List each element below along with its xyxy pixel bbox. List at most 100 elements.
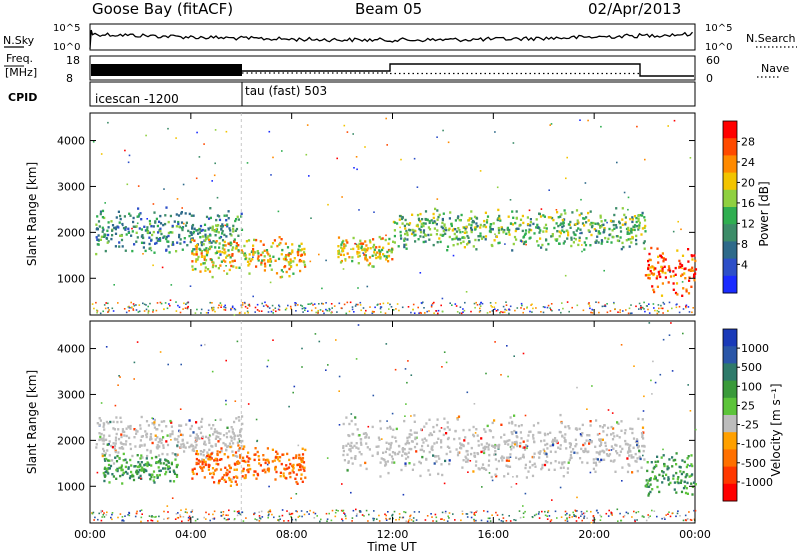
echo-cell <box>125 427 128 430</box>
echo-cell <box>413 431 416 434</box>
echo-cell <box>201 467 204 470</box>
echo-cell <box>308 513 310 515</box>
echo-cell <box>114 442 117 445</box>
echo-cell <box>583 517 585 519</box>
echo-cell <box>530 304 532 306</box>
echo-cell <box>404 218 407 222</box>
echo-cell <box>673 488 676 491</box>
echo-cell <box>532 433 535 437</box>
echo-cell <box>656 310 659 312</box>
echo-cell <box>483 428 486 431</box>
echo-cell <box>444 510 447 513</box>
echo-cell <box>223 308 225 311</box>
echo-cell <box>235 417 238 420</box>
echo-cell <box>569 226 572 229</box>
echo-cell <box>438 213 441 217</box>
echo-cell <box>477 235 480 238</box>
echo-cell <box>107 472 110 475</box>
echo-cell <box>401 216 404 219</box>
echo-cell <box>247 403 250 405</box>
echo-cell <box>688 475 691 478</box>
echo-cell <box>100 153 103 155</box>
echo-cell <box>522 516 525 518</box>
echo-cell <box>602 231 605 234</box>
echo-cell <box>678 305 681 308</box>
echo-cell <box>541 243 544 247</box>
echo-cell <box>272 312 274 314</box>
echo-cell <box>219 264 222 267</box>
echo-cell <box>100 432 103 436</box>
echo-cell <box>159 301 162 304</box>
echo-cell <box>301 307 304 310</box>
echo-cell <box>550 519 553 521</box>
echo-cell <box>473 512 476 514</box>
echo-cell <box>101 226 104 229</box>
echo-cell <box>549 461 553 465</box>
echo-cell <box>195 472 198 476</box>
echo-cell <box>619 512 621 515</box>
echo-cell <box>258 462 261 465</box>
echo-cell <box>406 439 409 442</box>
echo-cell <box>336 311 338 313</box>
echo-cell <box>625 309 627 311</box>
echo-cell <box>669 275 673 278</box>
echo-cell <box>491 421 494 425</box>
echo-cell <box>538 456 541 459</box>
echo-cell <box>598 432 601 435</box>
echo-cell <box>106 467 109 471</box>
colorbar-swatch <box>723 138 737 156</box>
echo-cell <box>531 455 534 459</box>
echo-cell <box>398 218 401 221</box>
echo-cell <box>323 312 325 315</box>
echo-cell <box>119 441 122 444</box>
echo-cell <box>476 224 479 228</box>
echo-cell <box>629 217 632 221</box>
echo-cell <box>272 255 275 258</box>
echo-cell <box>585 237 588 240</box>
echo-cell <box>349 449 352 453</box>
echo-cell <box>686 463 689 467</box>
echo-cell <box>191 227 194 230</box>
echo-cell <box>479 303 481 306</box>
echo-cell <box>591 385 593 387</box>
echo-cell <box>475 519 477 522</box>
echo-cell <box>325 308 327 311</box>
echo-cell <box>191 238 194 242</box>
echo-cell <box>468 428 471 432</box>
echo-cell <box>462 311 464 313</box>
echo-cell <box>171 224 174 228</box>
echo-cell <box>432 212 435 216</box>
echo-cell <box>289 258 292 261</box>
echo-cell <box>581 519 583 522</box>
echo-cell <box>139 510 141 512</box>
echo-cell <box>358 242 361 246</box>
echo-cell <box>494 446 497 449</box>
echo-cell <box>148 463 151 466</box>
echo-cell <box>190 214 193 217</box>
echo-cell <box>279 475 282 478</box>
echo-cell <box>564 212 567 215</box>
echo-cell <box>529 236 532 239</box>
echo-cell <box>649 483 652 486</box>
echo-cell <box>543 450 546 452</box>
echo-cell <box>388 249 391 252</box>
echo-cell <box>359 301 362 304</box>
echo-cell <box>261 302 263 305</box>
echo-cell <box>497 241 500 245</box>
echo-cell <box>228 518 230 520</box>
echo-cell <box>263 262 267 265</box>
echo-cell <box>280 275 284 279</box>
echo-cell <box>261 516 264 518</box>
echo-cell <box>566 237 569 240</box>
echo-cell <box>635 242 638 246</box>
date-label: 02/Apr/2013 <box>588 0 681 18</box>
echo-cell <box>612 427 615 430</box>
echo-cell <box>651 265 654 268</box>
echo-cell <box>143 463 146 467</box>
echo-cell <box>91 303 94 305</box>
echo-cell <box>559 447 562 450</box>
echo-cell <box>590 521 593 524</box>
echo-cell <box>112 442 115 445</box>
echo-cell <box>212 240 215 243</box>
noise-scatter <box>91 322 697 524</box>
